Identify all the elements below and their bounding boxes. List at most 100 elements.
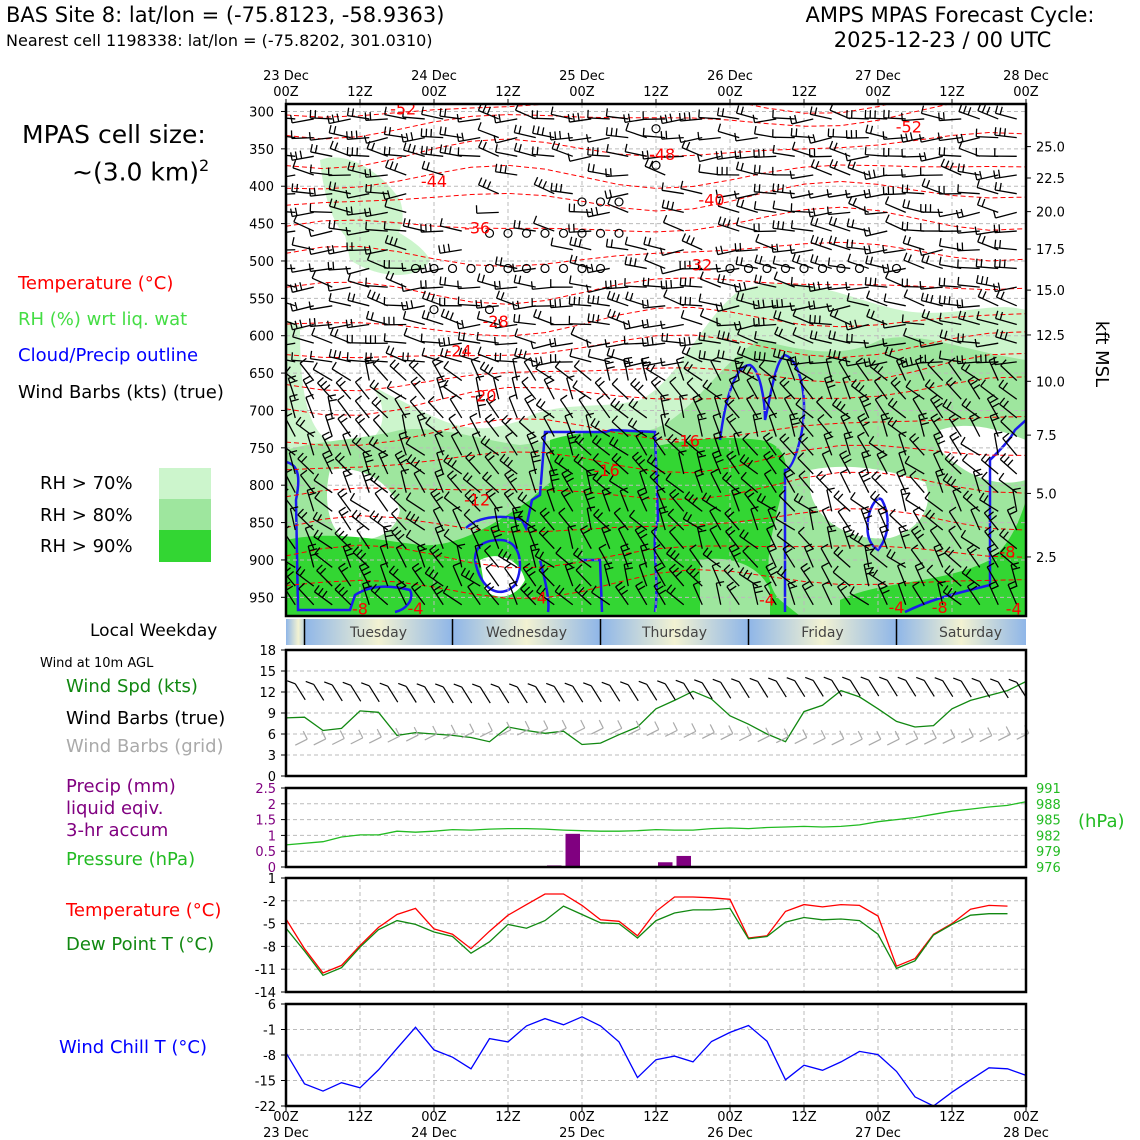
wind-barb-flag (563, 473, 572, 479)
wind-barb-flag (808, 301, 811, 310)
wind-barb-flag (567, 132, 571, 141)
wind-barb (569, 155, 592, 162)
wind-barb-flag (321, 590, 328, 598)
wind-barb-flag (886, 548, 892, 557)
calm-marker (780, 263, 791, 274)
bottom-hour-label: 00Z (1013, 1110, 1039, 1125)
bottom-date-label: 28 Dec (1003, 1126, 1049, 1140)
wind-barb (351, 440, 370, 456)
wind-barb-flag (476, 394, 485, 397)
wind-barb (961, 572, 981, 587)
calm-marker (651, 160, 661, 170)
wind-barb (995, 336, 1017, 344)
wind-barb-flag (915, 356, 924, 361)
wind-barb-flag (866, 308, 871, 317)
wind-barb-flag (920, 105, 925, 114)
wind-barb-flag (766, 543, 775, 548)
wind-barb-flag (987, 529, 995, 536)
weekday-label: Wednesday (486, 625, 567, 641)
wind-barb (293, 221, 315, 232)
wind-barb-flag (618, 585, 626, 592)
grid-wind-barb (997, 733, 1011, 741)
wind-barb (942, 479, 962, 494)
surface-wind-barb (831, 679, 843, 697)
wind-barb-flag (457, 331, 461, 340)
top-hour-label: 12Z (791, 85, 817, 100)
wind-barb (847, 225, 869, 232)
wind-barb (811, 166, 832, 176)
wind-barb-flag (591, 435, 598, 443)
wind-barb-flag (504, 165, 507, 174)
wind-barb (865, 211, 888, 215)
wind-barb-flag (886, 263, 890, 272)
wind-barb-flag (955, 134, 960, 144)
wind-barb-flag (715, 151, 719, 160)
wind-barb-flag (609, 189, 613, 198)
temperature-label: -40 (698, 191, 724, 210)
wind-barb-flag (313, 187, 316, 196)
wind-barb (823, 378, 833, 400)
wind-barb (789, 415, 796, 437)
wind-barb-flag (297, 452, 304, 460)
calm-marker (521, 228, 532, 238)
wind-barb-flag (716, 107, 720, 116)
wind-barb-flag (826, 189, 830, 198)
wind-barb-flag (302, 375, 311, 381)
wind-barb (701, 498, 722, 512)
wind-barb-flag (350, 130, 353, 139)
wind-barb-flag (790, 417, 799, 421)
wind-barb-flag (503, 456, 510, 464)
wind-barb (573, 366, 592, 382)
wind-barb-flag (1012, 566, 1021, 571)
wind-barb-flag (783, 469, 792, 475)
wind-barb-flag (812, 134, 816, 143)
wind-barb-flag (493, 135, 497, 144)
grid-wind-barb-flag (913, 730, 919, 739)
wind-barb-flag (864, 515, 873, 520)
wind-barb-flag (347, 292, 351, 301)
wind-barb-flag (790, 128, 793, 137)
wind-barb-flag (442, 244, 446, 253)
wind-barb-flag (384, 529, 393, 533)
wind-barb-flag (740, 293, 745, 302)
wind-barb-flag (844, 458, 852, 464)
wind-barb (638, 565, 648, 587)
wind-barb-flag (290, 152, 293, 161)
wind-barb (625, 243, 647, 251)
wind-barb-flag (815, 160, 820, 169)
wind-barb-flag (319, 567, 327, 575)
wind-barb-flag (498, 113, 501, 123)
wind-barb-flag (611, 377, 619, 385)
wind-barb-flag (641, 496, 650, 501)
wind-barb-flag (300, 469, 308, 476)
temperature-label: -4 (531, 588, 547, 607)
wind-barb-flag (369, 510, 376, 518)
wind-barb-flag (550, 106, 554, 115)
surface-wind-barb (535, 686, 547, 704)
wind-barb (569, 303, 592, 307)
wind-barb-flag (488, 492, 496, 498)
wind-barb-flag (336, 113, 340, 122)
wind-barb-flag (288, 375, 297, 379)
wind-barb (569, 210, 592, 214)
wind-barb (513, 267, 536, 273)
wind-barb (842, 378, 851, 400)
wind-barb (384, 228, 407, 232)
wind-barb (354, 419, 370, 438)
wind-barb-flag (998, 224, 1001, 233)
wind-barb-flag (717, 123, 722, 132)
wind-barb-flag (305, 393, 314, 398)
wind-barb-flag (965, 400, 972, 409)
wind-barb-flag (559, 184, 563, 193)
wind-barb-flag (350, 206, 353, 215)
wind-barb (722, 477, 740, 494)
wind-barb-flag (405, 529, 412, 538)
temperature-label: -8 (932, 598, 948, 617)
wind-barb-flag (308, 318, 311, 327)
wind-barb (851, 385, 870, 400)
wind-barb-flag (534, 549, 540, 557)
wind-barb-flag (812, 300, 816, 309)
wind-barb (653, 566, 666, 587)
wind-barb-flag (698, 454, 707, 458)
wind-barb-flag (533, 309, 538, 317)
